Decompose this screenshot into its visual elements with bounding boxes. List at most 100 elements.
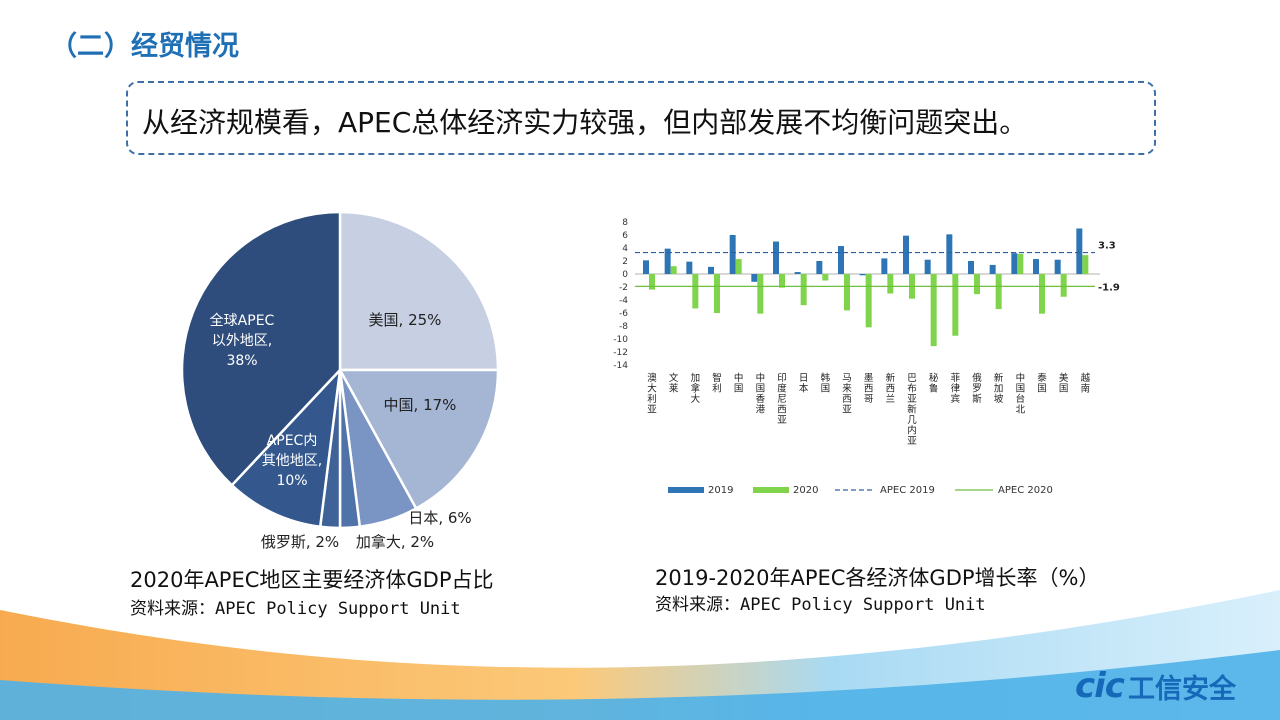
bar-2019 bbox=[859, 274, 866, 276]
bar-2019 bbox=[881, 258, 888, 274]
bar-2020 bbox=[974, 274, 980, 295]
x-tick-label: 越南 bbox=[1081, 372, 1091, 395]
bar-2019 bbox=[924, 259, 931, 274]
x-tick-label: 菲律宾 bbox=[951, 372, 961, 405]
x-tick-label: 巴布亚新几内亚 bbox=[907, 373, 917, 447]
bar-2020 bbox=[930, 274, 937, 347]
y-tick-label: 2 bbox=[622, 257, 628, 267]
x-tick-label: 马来西亚 bbox=[842, 373, 852, 416]
pie-slice bbox=[338, 210, 500, 372]
pie-slice bbox=[230, 366, 342, 529]
x-tick-label: 新西兰 bbox=[886, 372, 896, 405]
pie-slice-label: 俄罗斯, 2% bbox=[261, 533, 339, 551]
x-tick-label: 墨西哥 bbox=[864, 373, 874, 405]
y-tick-label: 8 bbox=[622, 218, 628, 228]
bar-2020 bbox=[1060, 274, 1067, 297]
bar-2019 bbox=[1076, 228, 1083, 274]
bar-2020 bbox=[844, 274, 850, 311]
legend-2019-swatch bbox=[668, 487, 704, 493]
y-tick-label: -8 bbox=[619, 322, 628, 332]
bar-source: 资料来源：APEC Policy Support Unit bbox=[655, 595, 986, 615]
x-tick-label: 加拿大 bbox=[691, 373, 701, 405]
pie-slice bbox=[337, 368, 500, 511]
y-tick-label: 6 bbox=[622, 231, 628, 241]
bar-2020 bbox=[952, 274, 959, 336]
x-tick-label: 泰国 bbox=[1037, 372, 1047, 395]
bar-2020 bbox=[670, 266, 677, 274]
pie-source: 资料来源：APEC Policy Support Unit bbox=[130, 599, 461, 619]
pie-slice-label: 日本, 6% bbox=[408, 509, 471, 527]
x-tick-label: 中国 bbox=[734, 372, 744, 395]
y-tick-label: -10 bbox=[613, 335, 628, 345]
cic-logo: cic 工信安全 bbox=[1075, 666, 1236, 706]
bar-2020 bbox=[692, 274, 699, 309]
bar-2020 bbox=[735, 259, 742, 274]
bar-2020 bbox=[757, 274, 764, 314]
pie-slice-label: 中国, 17% bbox=[384, 396, 457, 414]
bar-2020 bbox=[1039, 274, 1045, 314]
cic-logo-text: 工信安全 bbox=[1127, 673, 1236, 705]
legend-2020-label: 2020 bbox=[793, 485, 818, 496]
pie-slice bbox=[180, 210, 342, 487]
bar-chart: 8 6 4 2 0 -2 -4 -6 -8 -10 -12 -14 澳大利亚 文莱 加拿大 智利 中国 中国香港 印… bbox=[590, 210, 1150, 514]
bar-2019 bbox=[773, 241, 779, 274]
bar-2019 bbox=[968, 261, 974, 274]
summary-banner: 从经济规模看，APEC总体经济实力较强，但内部发展不均衡问题突出。 bbox=[126, 81, 1156, 155]
bar-2020 bbox=[800, 274, 807, 306]
bar-2019 bbox=[686, 261, 693, 274]
apec-2019-value-label: 3.3 bbox=[1098, 241, 1116, 252]
bar-2019 bbox=[794, 272, 801, 274]
pie-caption: 2020年APEC地区主要经济体GDP占比 bbox=[130, 568, 494, 592]
pie-slice-label: 全球APEC 以外地区, 38% bbox=[210, 312, 275, 369]
bar-2019 bbox=[751, 274, 758, 282]
x-tick-label: 智利 bbox=[712, 372, 722, 395]
legend-2019-label: 2019 bbox=[708, 485, 733, 496]
bar-2020 bbox=[649, 274, 655, 290]
page-title: （二）经贸情况 bbox=[50, 31, 239, 62]
pie-slice-label: APEC内其他地区, 10% bbox=[262, 433, 322, 489]
x-tick-label: 新加坡 bbox=[994, 372, 1004, 405]
bar-2019 bbox=[643, 260, 649, 274]
apec-2020-value-label: -1.9 bbox=[1098, 282, 1120, 293]
x-tick-label: 文莱 bbox=[669, 372, 679, 395]
x-tick-label: 中国台北 bbox=[1016, 372, 1026, 416]
bar-caption: 2019-2020年APEC各经济体GDP增长率（%） bbox=[655, 566, 1100, 590]
y-tick-label: -6 bbox=[619, 309, 628, 319]
cic-logo-mark: cic bbox=[1075, 666, 1125, 706]
y-tick-label: -14 bbox=[613, 361, 628, 371]
bar-2020 bbox=[887, 274, 894, 294]
x-tick-label: 俄罗斯 bbox=[972, 372, 982, 405]
y-tick-label: -12 bbox=[613, 348, 628, 358]
summary-text: 从经济规模看，APEC总体经济实力较强，但内部发展不均衡问题突出。 bbox=[142, 106, 1028, 139]
bar-2019 bbox=[989, 264, 996, 274]
bar-2019 bbox=[729, 235, 736, 274]
x-tick-label: 中国香港 bbox=[756, 372, 766, 416]
x-tick-label: 日本 bbox=[799, 373, 809, 395]
bar-2020 bbox=[865, 274, 872, 328]
bar-2020 bbox=[1082, 255, 1089, 274]
x-tick-label: 美国 bbox=[1059, 372, 1069, 395]
bar-2019 bbox=[816, 261, 823, 274]
bar-2020 bbox=[995, 274, 1002, 310]
y-tick-label: -2 bbox=[619, 283, 628, 293]
bar-2019 bbox=[946, 234, 953, 274]
bar-2019 bbox=[708, 266, 714, 274]
legend-apec-2020-label: APEC 2020 bbox=[998, 485, 1053, 496]
y-tick-label: 0 bbox=[622, 270, 628, 280]
y-tick-label: 4 bbox=[622, 244, 628, 254]
pie-chart: 美国, 25% 中国, 17% 日本, 6% 加拿大, 2% 俄罗斯, 2% APEC内其… bbox=[180, 210, 520, 574]
x-tick-label: 秘鲁 bbox=[929, 372, 939, 395]
x-tick-label: 韩国 bbox=[821, 372, 831, 395]
footer-wave-decoration bbox=[0, 590, 1280, 720]
bar-2020 bbox=[1017, 253, 1024, 274]
y-tick-label: -4 bbox=[619, 296, 628, 306]
x-tick-label: 印度尼西亚 bbox=[777, 372, 787, 426]
bar-2019 bbox=[903, 235, 909, 274]
bar-2020 bbox=[779, 274, 785, 288]
bar-2019 bbox=[1033, 259, 1039, 274]
bar-2019 bbox=[1011, 253, 1018, 274]
x-tick-label: 澳大利亚 bbox=[647, 372, 657, 416]
bar-2019 bbox=[664, 248, 671, 274]
pie-slice-label: 加拿大, 2% bbox=[356, 533, 434, 551]
legend-apec-2019-label: APEC 2019 bbox=[880, 485, 935, 496]
